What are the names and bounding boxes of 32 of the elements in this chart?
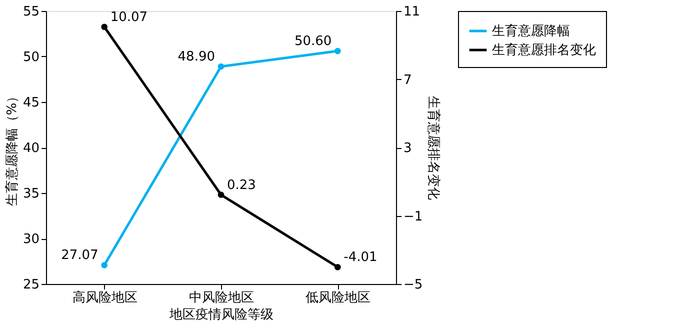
point — [101, 24, 108, 30]
x-tick-label: 低风险地区 — [306, 290, 371, 306]
x-tick-label: 中风险地区 — [189, 290, 254, 306]
point — [334, 264, 341, 270]
y-tick-label: 35 — [22, 186, 40, 202]
y-tick-label: 40 — [22, 141, 40, 156]
x-axis-title: 地区疫情风险等级 — [168, 308, 274, 322]
y2-tick-label: −5 — [404, 278, 423, 292]
y-tick-label: 45 — [22, 96, 40, 110]
point — [218, 63, 224, 70]
point — [218, 192, 224, 198]
legend-label: 生育意愿排名变化 — [492, 42, 596, 58]
data-label: 50.60 — [294, 34, 332, 50]
y-tick-label: 25 — [22, 278, 40, 292]
y-tick-label: 50 — [22, 50, 40, 65]
y-tick-label: 55 — [22, 4, 40, 20]
data-label: -4.01 — [344, 250, 378, 266]
data-label: 27.07 — [61, 248, 98, 264]
data-label: 10.07 — [110, 10, 148, 25]
data-label: 48.90 — [178, 50, 215, 65]
y-tick-label: 30 — [22, 232, 40, 247]
legend-label: 生育意愿降幅 — [492, 23, 570, 39]
y2-axis-title: 生育意愿排名变化 — [426, 96, 442, 200]
y2-tick-label: 11 — [404, 4, 420, 20]
y2-tick-label: 7 — [404, 72, 412, 88]
y2-tick-label: −1 — [404, 209, 423, 224]
x-tick-label: 高风险地区 — [72, 290, 138, 306]
y2-tick-label: 3 — [404, 141, 412, 156]
y-axis-title: 生育意愿降幅（%） — [4, 90, 20, 206]
data-label: 0.23 — [227, 178, 256, 193]
point — [101, 262, 108, 268]
point — [334, 48, 341, 54]
